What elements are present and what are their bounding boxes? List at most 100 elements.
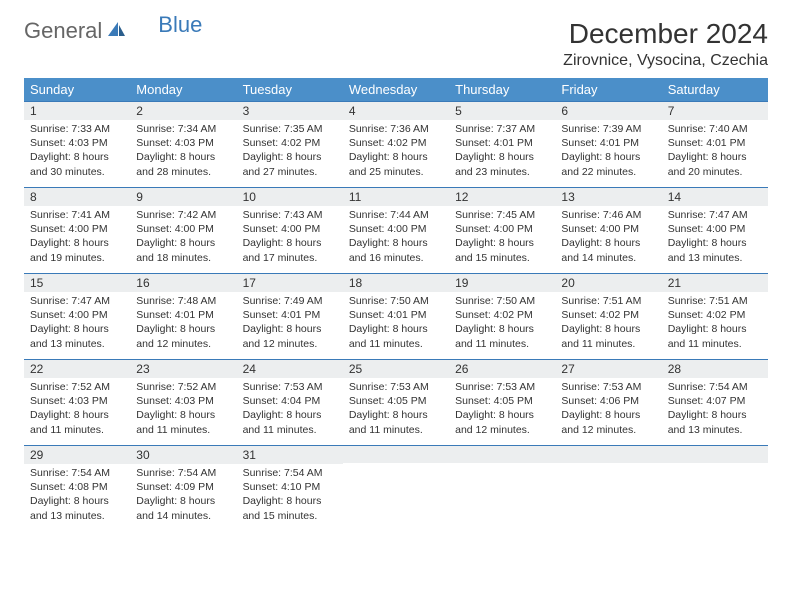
day-number: 10 — [237, 187, 343, 206]
daylight-text: and 11 minutes. — [349, 423, 443, 437]
daylight-text: and 15 minutes. — [243, 509, 337, 523]
day-detail: Sunrise: 7:54 AMSunset: 4:08 PMDaylight:… — [24, 464, 130, 527]
sunrise-text: Sunrise: 7:36 AM — [349, 122, 443, 136]
day-number — [449, 445, 555, 463]
day-number: 18 — [343, 273, 449, 292]
day-detail: Sunrise: 7:53 AMSunset: 4:06 PMDaylight:… — [555, 378, 661, 441]
calendar-week-row: 15Sunrise: 7:47 AMSunset: 4:00 PMDayligh… — [24, 273, 768, 359]
sunset-text: Sunset: 4:02 PM — [668, 308, 762, 322]
calendar-day-cell: 13Sunrise: 7:46 AMSunset: 4:00 PMDayligh… — [555, 187, 661, 273]
sunset-text: Sunset: 4:00 PM — [30, 222, 124, 236]
sunrise-text: Sunrise: 7:51 AM — [561, 294, 655, 308]
day-detail: Sunrise: 7:41 AMSunset: 4:00 PMDaylight:… — [24, 206, 130, 269]
sunset-text: Sunset: 4:01 PM — [243, 308, 337, 322]
sunrise-text: Sunrise: 7:51 AM — [668, 294, 762, 308]
calendar-day-cell: 4Sunrise: 7:36 AMSunset: 4:02 PMDaylight… — [343, 101, 449, 187]
calendar-day-cell — [662, 445, 768, 531]
sunset-text: Sunset: 4:00 PM — [243, 222, 337, 236]
day-detail: Sunrise: 7:49 AMSunset: 4:01 PMDaylight:… — [237, 292, 343, 355]
calendar-day-cell: 18Sunrise: 7:50 AMSunset: 4:01 PMDayligh… — [343, 273, 449, 359]
weekday-header: Sunday — [24, 78, 130, 101]
sunset-text: Sunset: 4:05 PM — [349, 394, 443, 408]
daylight-text: Daylight: 8 hours — [349, 322, 443, 336]
day-detail: Sunrise: 7:48 AMSunset: 4:01 PMDaylight:… — [130, 292, 236, 355]
day-number: 5 — [449, 101, 555, 120]
day-number: 14 — [662, 187, 768, 206]
daylight-text: and 13 minutes. — [668, 251, 762, 265]
sunrise-text: Sunrise: 7:53 AM — [455, 380, 549, 394]
calendar-day-cell — [555, 445, 661, 531]
daylight-text: and 11 minutes. — [30, 423, 124, 437]
sunset-text: Sunset: 4:01 PM — [455, 136, 549, 150]
day-detail — [662, 463, 768, 469]
day-detail: Sunrise: 7:52 AMSunset: 4:03 PMDaylight:… — [130, 378, 236, 441]
daylight-text: and 28 minutes. — [136, 165, 230, 179]
calendar-day-cell: 16Sunrise: 7:48 AMSunset: 4:01 PMDayligh… — [130, 273, 236, 359]
daylight-text: and 17 minutes. — [243, 251, 337, 265]
weekday-header-row: Sunday Monday Tuesday Wednesday Thursday… — [24, 78, 768, 101]
calendar-day-cell: 26Sunrise: 7:53 AMSunset: 4:05 PMDayligh… — [449, 359, 555, 445]
day-detail: Sunrise: 7:53 AMSunset: 4:04 PMDaylight:… — [237, 378, 343, 441]
sunset-text: Sunset: 4:03 PM — [30, 394, 124, 408]
daylight-text: Daylight: 8 hours — [668, 236, 762, 250]
day-detail: Sunrise: 7:53 AMSunset: 4:05 PMDaylight:… — [449, 378, 555, 441]
sunset-text: Sunset: 4:03 PM — [136, 394, 230, 408]
weekday-header: Friday — [555, 78, 661, 101]
sunrise-text: Sunrise: 7:50 AM — [455, 294, 549, 308]
daylight-text: and 27 minutes. — [243, 165, 337, 179]
daylight-text: and 30 minutes. — [30, 165, 124, 179]
calendar-day-cell: 19Sunrise: 7:50 AMSunset: 4:02 PMDayligh… — [449, 273, 555, 359]
daylight-text: Daylight: 8 hours — [455, 408, 549, 422]
calendar-day-cell: 23Sunrise: 7:52 AMSunset: 4:03 PMDayligh… — [130, 359, 236, 445]
daylight-text: Daylight: 8 hours — [243, 494, 337, 508]
calendar-day-cell: 30Sunrise: 7:54 AMSunset: 4:09 PMDayligh… — [130, 445, 236, 531]
weekday-header: Wednesday — [343, 78, 449, 101]
daylight-text: Daylight: 8 hours — [136, 236, 230, 250]
sunrise-text: Sunrise: 7:53 AM — [349, 380, 443, 394]
sunrise-text: Sunrise: 7:46 AM — [561, 208, 655, 222]
logo-sail-icon — [106, 18, 126, 44]
daylight-text: and 13 minutes. — [30, 337, 124, 351]
day-number: 30 — [130, 445, 236, 464]
sunset-text: Sunset: 4:02 PM — [561, 308, 655, 322]
sunset-text: Sunset: 4:07 PM — [668, 394, 762, 408]
sunrise-text: Sunrise: 7:52 AM — [30, 380, 124, 394]
calendar-day-cell: 31Sunrise: 7:54 AMSunset: 4:10 PMDayligh… — [237, 445, 343, 531]
calendar-day-cell: 22Sunrise: 7:52 AMSunset: 4:03 PMDayligh… — [24, 359, 130, 445]
day-number: 24 — [237, 359, 343, 378]
day-detail: Sunrise: 7:42 AMSunset: 4:00 PMDaylight:… — [130, 206, 236, 269]
daylight-text: Daylight: 8 hours — [349, 236, 443, 250]
day-number: 26 — [449, 359, 555, 378]
sunrise-text: Sunrise: 7:39 AM — [561, 122, 655, 136]
day-number: 2 — [130, 101, 236, 120]
sunset-text: Sunset: 4:05 PM — [455, 394, 549, 408]
calendar-day-cell: 24Sunrise: 7:53 AMSunset: 4:04 PMDayligh… — [237, 359, 343, 445]
day-number: 9 — [130, 187, 236, 206]
sunrise-text: Sunrise: 7:53 AM — [561, 380, 655, 394]
page-header: General Blue December 2024 Zirovnice, Vy… — [24, 18, 768, 70]
day-detail: Sunrise: 7:53 AMSunset: 4:05 PMDaylight:… — [343, 378, 449, 441]
calendar-day-cell: 7Sunrise: 7:40 AMSunset: 4:01 PMDaylight… — [662, 101, 768, 187]
day-detail: Sunrise: 7:47 AMSunset: 4:00 PMDaylight:… — [24, 292, 130, 355]
daylight-text: and 11 minutes. — [349, 337, 443, 351]
daylight-text: Daylight: 8 hours — [243, 150, 337, 164]
calendar-day-cell: 10Sunrise: 7:43 AMSunset: 4:00 PMDayligh… — [237, 187, 343, 273]
sunrise-text: Sunrise: 7:50 AM — [349, 294, 443, 308]
daylight-text: Daylight: 8 hours — [136, 322, 230, 336]
calendar-day-cell: 25Sunrise: 7:53 AMSunset: 4:05 PMDayligh… — [343, 359, 449, 445]
title-block: December 2024 Zirovnice, Vysocina, Czech… — [563, 18, 768, 70]
weekday-header: Tuesday — [237, 78, 343, 101]
daylight-text: and 11 minutes. — [455, 337, 549, 351]
daylight-text: and 13 minutes. — [668, 423, 762, 437]
sunset-text: Sunset: 4:00 PM — [668, 222, 762, 236]
sunset-text: Sunset: 4:00 PM — [136, 222, 230, 236]
month-title: December 2024 — [563, 18, 768, 50]
calendar-week-row: 1Sunrise: 7:33 AMSunset: 4:03 PMDaylight… — [24, 101, 768, 187]
sunset-text: Sunset: 4:04 PM — [243, 394, 337, 408]
sunrise-text: Sunrise: 7:54 AM — [136, 466, 230, 480]
day-number: 6 — [555, 101, 661, 120]
daylight-text: Daylight: 8 hours — [668, 150, 762, 164]
day-detail: Sunrise: 7:51 AMSunset: 4:02 PMDaylight:… — [662, 292, 768, 355]
day-number: 16 — [130, 273, 236, 292]
day-detail: Sunrise: 7:36 AMSunset: 4:02 PMDaylight:… — [343, 120, 449, 183]
